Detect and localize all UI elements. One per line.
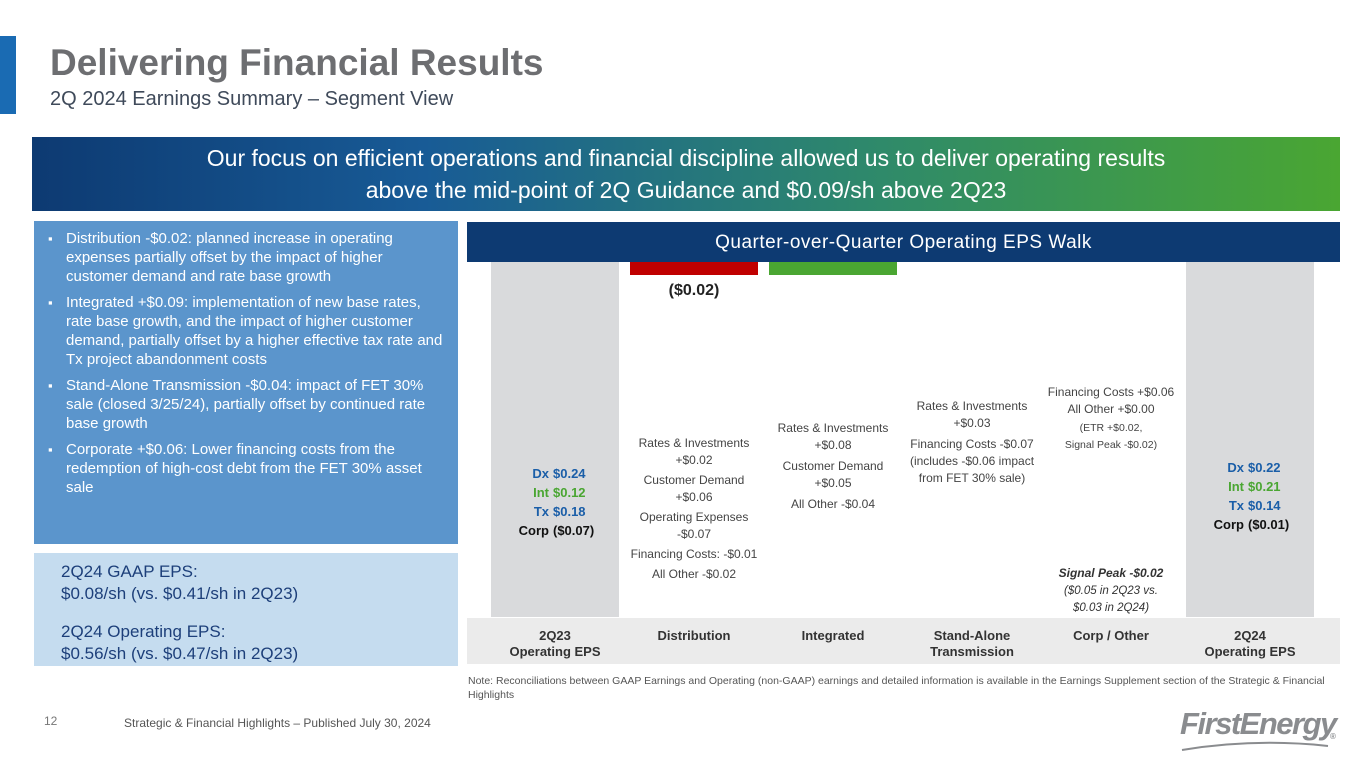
page-subtitle: 2Q 2024 Earnings Summary – Segment View: [50, 88, 454, 110]
breakdown-2q24-value: $0.14: [1248, 498, 1281, 513]
waterfall-bar: [769, 262, 897, 275]
key-message-banner: Our focus on efficient operations and fi…: [32, 137, 1340, 211]
category-label: Stand-Alone: [934, 628, 1011, 643]
bar-detail-text: Financing Costs: -$0.01: [631, 547, 758, 561]
accent-bar: [0, 36, 16, 114]
operating-eps-label: 2Q24 Operating EPS:: [61, 622, 226, 641]
footnote: Note: Reconciliations between GAAP Earni…: [468, 675, 1325, 701]
breakdown-2q24-label: Dx: [1227, 460, 1244, 475]
breakdown-2q23-value: ($0.07): [553, 523, 594, 538]
bar-detail-text: (includes -$0.06 impact: [910, 454, 1035, 468]
bar-detail-text: +$0.08: [814, 438, 851, 452]
page-title: Delivering Financial Results: [50, 42, 544, 83]
bar-detail-text: +$0.03: [953, 416, 990, 430]
bar-detail-text: (ETR +$0.02,: [1080, 422, 1143, 434]
footer-text: Strategic & Financial Highlights – Publi…: [124, 716, 431, 730]
category-label: Operating EPS: [509, 644, 600, 659]
bullet-integrated: Integrated +$0.09: implementation of new…: [48, 293, 448, 369]
bar-detail-text: +$0.05: [814, 476, 851, 490]
category-label: Integrated: [802, 628, 865, 643]
breakdown-2q24-label: Int: [1228, 479, 1245, 494]
gaap-eps-value: $0.08/sh (vs. $0.41/sh in 2Q23): [61, 584, 299, 603]
operating-eps-value: $0.56/sh (vs. $0.47/sh in 2Q23): [61, 644, 299, 663]
waterfall-bar: [630, 262, 758, 275]
eps-walk-chart: $0.47($0.02)$0.09($0.04)$0.06$0.56Rates …: [467, 262, 1340, 664]
waterfall-bar: [491, 262, 619, 617]
bar-detail-text: +$0.06: [675, 490, 712, 504]
bar-detail-text: Customer Demand: [644, 473, 745, 487]
breakdown-2q24-label: Corp: [1214, 517, 1244, 532]
category-label: 2Q23: [539, 628, 571, 643]
bar-detail-text: All Other -$0.04: [791, 497, 875, 511]
bar-detail-text: Rates & Investments: [917, 399, 1028, 413]
bar-detail-text: Customer Demand: [783, 459, 884, 473]
breakdown-2q24-value: ($0.01): [1248, 517, 1289, 532]
bar-detail-text: +$0.02: [675, 453, 712, 467]
bar-detail-text: Financing Costs -$0.07: [910, 437, 1034, 451]
gaap-eps-label: 2Q24 GAAP EPS:: [61, 562, 198, 581]
firstenergy-logo: FirstEnergy ®: [1180, 706, 1337, 751]
segment-bullet-list: Distribution -$0.02: planned increase in…: [34, 221, 458, 497]
bullet-corporate: Corporate +$0.06: Lower financing costs …: [48, 440, 448, 497]
breakdown-2q24-label: Tx: [1229, 498, 1245, 513]
bar-detail-text: -$0.07: [677, 527, 711, 541]
signal-peak-annotation: $0.03 in 2Q24): [1072, 602, 1149, 614]
banner-line-1: Our focus on efficient operations and fi…: [206, 145, 1166, 171]
breakdown-2q23-label: Dx: [532, 466, 549, 481]
logo-swoosh-icon: [1181, 741, 1329, 751]
breakdown-2q23-label: Corp: [519, 523, 549, 538]
waterfall-bar: [1186, 262, 1314, 617]
bar-detail-text: Rates & Investments: [778, 421, 889, 435]
breakdown-2q23-value: $0.18: [553, 504, 586, 519]
banner-line-2: above the mid-point of 2Q Guidance and $…: [365, 177, 1007, 203]
breakdown-2q23-label: Tx: [534, 504, 550, 519]
logo-wordmark: FirstEnergy: [1180, 706, 1337, 741]
bar-detail-text: All Other -$0.02: [652, 567, 736, 581]
bar-detail-text: Rates & Investments: [639, 436, 750, 450]
category-label: Transmission: [930, 644, 1014, 659]
breakdown-2q24-value: $0.21: [1248, 479, 1281, 494]
category-label: Distribution: [658, 628, 731, 643]
breakdown-2q23-label: Int: [533, 485, 550, 500]
logo-registered-mark: ®: [1330, 732, 1336, 741]
bar-detail-text: from FET 30% sale): [919, 471, 1025, 485]
bar-value-label: ($0.02): [669, 282, 720, 299]
breakdown-2q24-value: $0.22: [1248, 460, 1281, 475]
signal-peak-annotation: Signal Peak -$0.02: [1059, 566, 1164, 580]
breakdown-2q23-value: $0.12: [553, 485, 586, 500]
bullet-transmission: Stand-Alone Transmission -$0.04: impact …: [48, 376, 448, 433]
bar-detail-text: Financing Costs +$0.06: [1048, 385, 1175, 399]
bar-detail-text: All Other +$0.00: [1067, 402, 1154, 416]
eps-summary-panel: 2Q24 GAAP EPS: $0.08/sh (vs. $0.41/sh in…: [34, 553, 458, 666]
bar-detail-text: Operating Expenses: [640, 510, 749, 524]
page-number: 12: [44, 714, 58, 728]
bar-detail-text: Signal Peak -$0.02): [1065, 439, 1157, 451]
segment-commentary-panel: Distribution -$0.02: planned increase in…: [34, 221, 458, 544]
category-label: Corp / Other: [1073, 628, 1149, 643]
category-band: [467, 618, 1340, 664]
bullet-distribution: Distribution -$0.02: planned increase in…: [48, 229, 448, 286]
chart-title: Quarter-over-Quarter Operating EPS Walk: [467, 222, 1340, 262]
signal-peak-annotation: ($0.05 in 2Q23 vs.: [1064, 585, 1158, 597]
breakdown-2q23-value: $0.24: [553, 466, 586, 481]
category-label: 2Q24: [1234, 628, 1267, 643]
category-label: Operating EPS: [1204, 644, 1295, 659]
